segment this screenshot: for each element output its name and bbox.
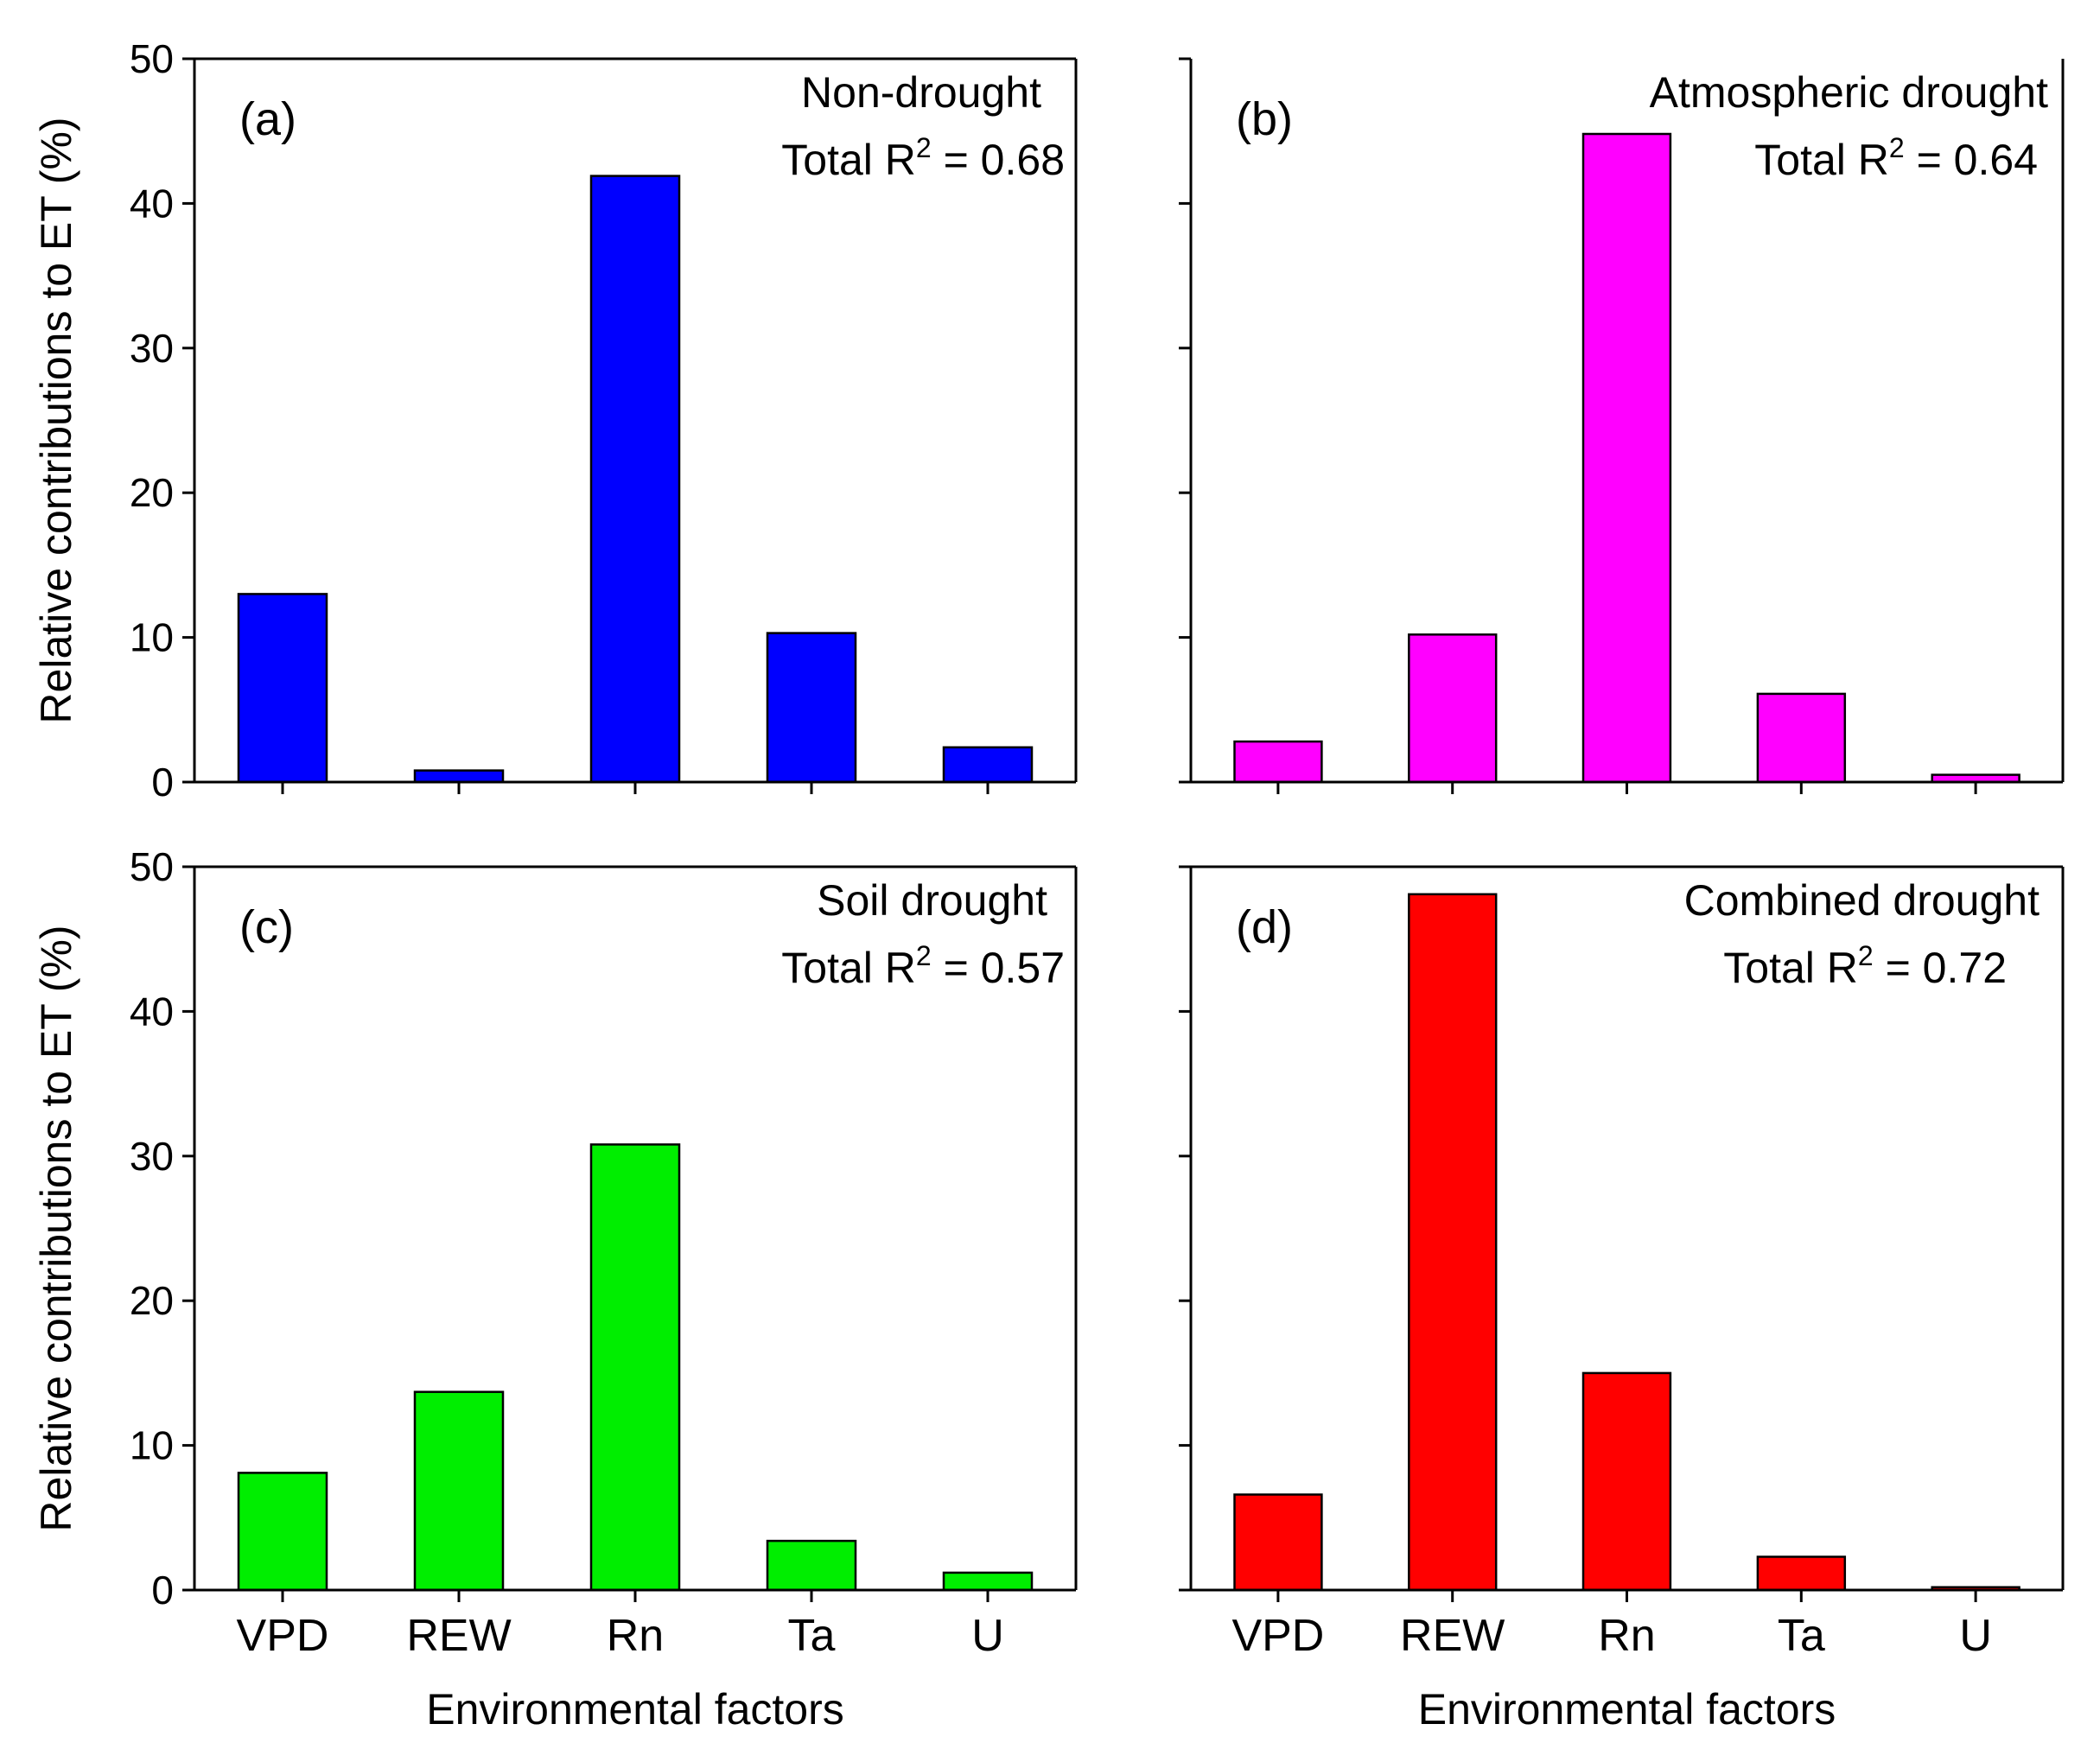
y-axis-title: Relative contributions to ET (%): [32, 925, 80, 1531]
total-r2-annotation: Total R2 = 0.64: [1754, 132, 2038, 184]
r2-prefix: Total R: [781, 944, 916, 992]
panel-b: (b) Atmospheric drought Total R2 = 0.64: [1179, 57, 2065, 794]
x-tick-label-vpd: VPD: [237, 1611, 329, 1661]
condition-title: Combined drought: [1684, 876, 2040, 925]
r2-superscript: 2: [1858, 940, 1874, 971]
y-tick-label: 20: [130, 1278, 174, 1323]
r2-value: = 0.68: [932, 136, 1065, 184]
y-tick-label: 50: [130, 36, 174, 81]
y-tick-label: 30: [130, 1134, 174, 1179]
y-tick-label: 30: [130, 326, 174, 371]
bar-ta: [766, 1539, 857, 1592]
r2-prefix: Total R: [1723, 944, 1858, 992]
r2-superscript: 2: [1889, 132, 1905, 163]
x-tick-label-u: U: [1959, 1611, 1992, 1661]
r2-value: = 0.57: [932, 944, 1065, 992]
bar-rn: [1581, 132, 1672, 784]
r2-superscript: 2: [916, 940, 932, 971]
bar-ta: [766, 632, 857, 784]
r2-value: = 0.72: [1874, 944, 2007, 992]
x-tick-label-rn: Rn: [607, 1611, 664, 1661]
bar-vpd: [237, 1472, 328, 1592]
x-tick-label-rew: REW: [406, 1611, 511, 1661]
bar-rew: [1408, 893, 1498, 1592]
y-tick-label: 10: [130, 1423, 174, 1468]
r2-value: = 0.64: [1905, 136, 2038, 184]
total-r2-annotation: Total R2 = 0.68: [781, 132, 1065, 184]
bar-vpd: [1233, 1493, 1323, 1592]
x-axis-title: Environmental factors: [1418, 1685, 1836, 1733]
panel-a: 0 10 20 30 40 50 (a) Non-drought Total R2 = 0.68…: [32, 36, 1078, 805]
y-tick-label: 40: [130, 181, 174, 226]
y-axis-title: Relative contributions to ET (%): [32, 117, 80, 723]
y-tick-label: 40: [130, 989, 174, 1034]
x-tick-label-ta: Ta: [1778, 1611, 1825, 1661]
bar-u: [942, 1571, 1034, 1592]
x-tick-label-u: U: [971, 1611, 1004, 1661]
r2-prefix: Total R: [781, 136, 916, 184]
bar-rew: [413, 769, 505, 784]
bar-rew: [1408, 633, 1498, 784]
condition-title: Soil drought: [817, 876, 1047, 925]
panel-d: VPD REW Rn Ta U (d) Combined drought Total R2 =…: [1179, 865, 2065, 1733]
condition-title: Non-drought: [801, 68, 1041, 117]
x-tick-label-ta: Ta: [788, 1611, 836, 1661]
bar-vpd: [1233, 740, 1323, 784]
panel-label: (b): [1236, 93, 1293, 145]
panel-c: 0 10 20 30 40 50 VPD REW Rn Ta U (c) Soil drought Tot…: [32, 844, 1078, 1733]
r2-superscript: 2: [916, 132, 932, 163]
x-tick-label-vpd: VPD: [1231, 1611, 1324, 1661]
bar-rn: [589, 1143, 681, 1592]
condition-title: Atmospheric drought: [1650, 68, 2048, 117]
panel-label: (c): [239, 901, 294, 953]
y-tick-label: 0: [151, 760, 174, 805]
total-r2-annotation: Total R2 = 0.72: [1723, 940, 2007, 992]
y-tick-label: 50: [130, 844, 174, 889]
y-tick-label: 10: [130, 615, 174, 660]
bar-vpd: [237, 593, 328, 784]
total-r2-annotation: Total R2 = 0.57: [781, 940, 1065, 992]
bar-ta: [1756, 692, 1847, 784]
panel-label: (a): [239, 93, 296, 145]
r2-prefix: Total R: [1754, 136, 1889, 184]
x-tick-label-rn: Rn: [1598, 1611, 1655, 1661]
y-tick-label: 0: [151, 1568, 174, 1613]
bar-ta: [1756, 1555, 1847, 1592]
bar-u: [942, 746, 1034, 784]
bar-rew: [413, 1390, 505, 1592]
x-axis-title: Environmental factors: [426, 1685, 844, 1733]
x-tick-label-rew: REW: [1400, 1611, 1505, 1661]
bar-rn: [589, 175, 681, 784]
bar-rn: [1581, 1371, 1672, 1592]
panel-label: (d): [1236, 901, 1293, 953]
y-tick-label: 20: [130, 470, 174, 515]
